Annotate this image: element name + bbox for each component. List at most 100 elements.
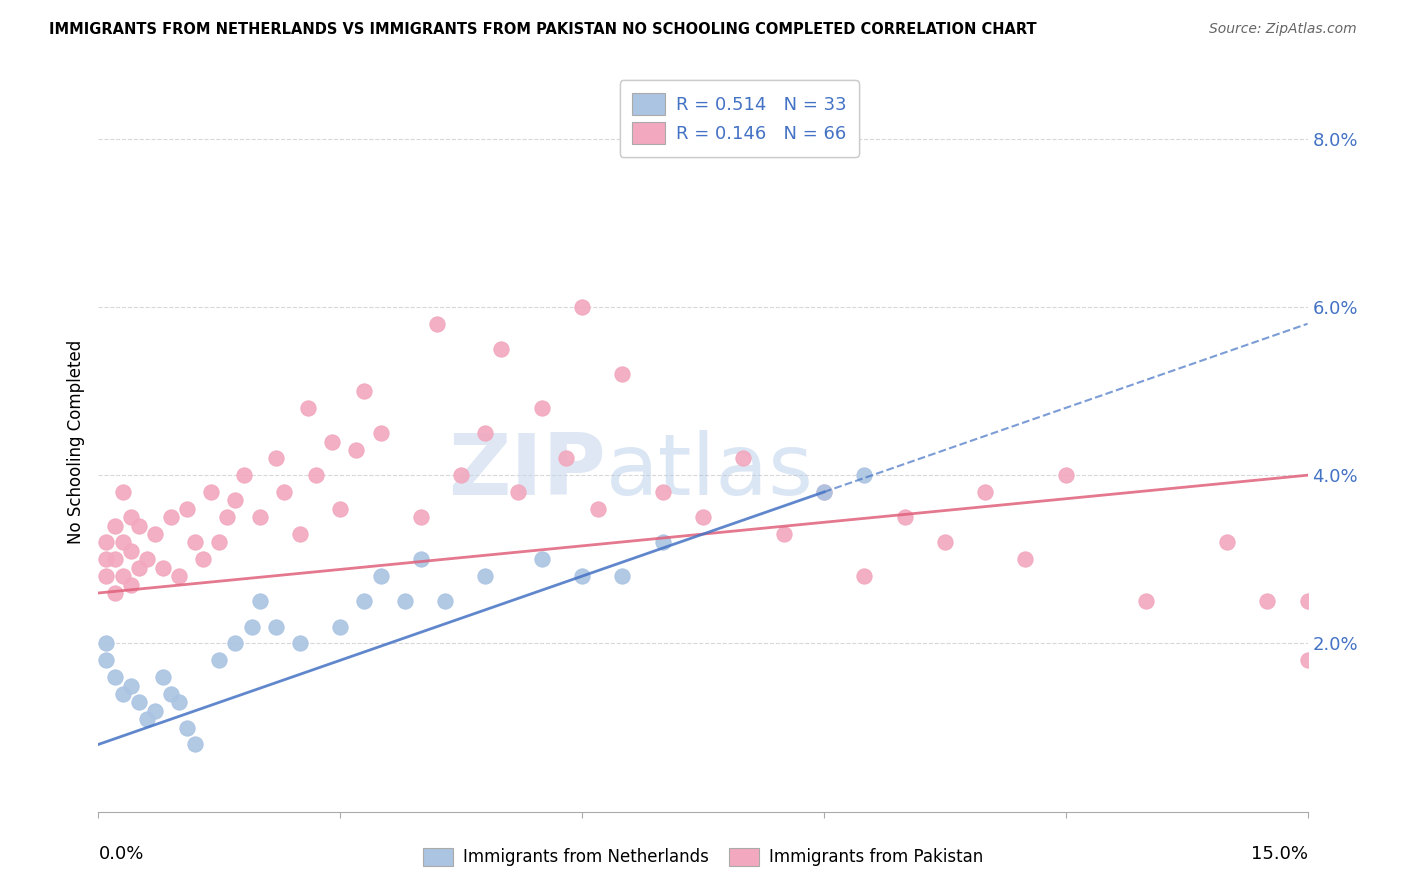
Point (733, 451, 755, 466)
Point (143, 704, 166, 718)
Point (893, 510, 915, 524)
Point (120, 577, 142, 591)
Point (450, 468, 472, 483)
Point (934, 535, 956, 549)
Point (135, 552, 157, 566)
Point (612, 368, 634, 382)
Point (772, 527, 794, 541)
Point (103, 518, 125, 533)
Point (224, 636, 246, 650)
Point (297, 401, 319, 415)
Point (160, 687, 183, 701)
Point (530, 552, 553, 566)
Point (120, 510, 142, 524)
Point (96, 535, 118, 549)
Point (249, 594, 271, 608)
Point (103, 552, 125, 566)
Text: ZIP: ZIP (449, 430, 606, 513)
Point (176, 721, 198, 735)
Point (273, 485, 295, 500)
Point (167, 569, 190, 583)
Point (1014, 552, 1036, 566)
Point (111, 569, 134, 583)
Point (305, 468, 328, 483)
Point (555, 451, 578, 466)
Point (103, 670, 125, 684)
Point (152, 560, 174, 574)
Text: IMMIGRANTS FROM NETHERLANDS VS IMMIGRANTS FROM PAKISTAN NO SCHOOLING COMPLETED C: IMMIGRANTS FROM NETHERLANDS VS IMMIGRANT… (49, 22, 1036, 37)
Point (651, 535, 673, 549)
Point (506, 485, 529, 500)
Point (586, 501, 609, 516)
Point (240, 619, 263, 633)
Point (434, 594, 457, 608)
Point (813, 485, 835, 500)
Point (264, 451, 287, 466)
Point (474, 569, 496, 583)
Point (264, 619, 287, 633)
Point (96, 552, 118, 566)
Point (394, 594, 416, 608)
Point (692, 510, 714, 524)
Point (353, 594, 375, 608)
Point (193, 552, 215, 566)
Point (651, 485, 673, 500)
Text: atlas: atlas (606, 430, 814, 513)
Point (249, 510, 271, 524)
Legend: Immigrants from Netherlands, Immigrants from Pakistan: Immigrants from Netherlands, Immigrants … (415, 839, 991, 875)
Point (128, 695, 150, 709)
Point (103, 586, 125, 600)
Text: 0.0%: 0.0% (98, 845, 143, 863)
Point (329, 501, 352, 516)
Point (370, 569, 392, 583)
Point (491, 342, 513, 356)
Point (1256, 594, 1278, 608)
Point (160, 510, 183, 524)
Point (1054, 468, 1077, 483)
Point (120, 679, 142, 693)
Point (571, 569, 593, 583)
Point (813, 485, 835, 500)
Point (176, 501, 198, 516)
Point (111, 535, 134, 549)
Point (344, 442, 367, 457)
Point (1135, 594, 1157, 608)
Y-axis label: No Schooling Completed: No Schooling Completed (66, 340, 84, 543)
Text: Source: ZipAtlas.com: Source: ZipAtlas.com (1209, 22, 1357, 37)
Point (426, 317, 449, 331)
Point (96, 653, 118, 667)
Point (111, 687, 134, 701)
Point (217, 510, 239, 524)
Point (224, 493, 246, 508)
Point (96, 569, 118, 583)
Point (571, 300, 593, 314)
Point (120, 544, 142, 558)
Point (208, 535, 231, 549)
Point (208, 653, 231, 667)
Point (474, 426, 496, 441)
Point (329, 619, 352, 633)
Point (128, 560, 150, 574)
Point (1296, 653, 1319, 667)
Point (288, 527, 311, 541)
Point (96, 636, 118, 650)
Point (321, 434, 343, 449)
Point (409, 552, 432, 566)
Point (143, 527, 166, 541)
Point (111, 485, 134, 500)
Point (409, 510, 432, 524)
Point (232, 468, 254, 483)
Point (353, 384, 375, 398)
Point (184, 535, 207, 549)
Point (974, 485, 997, 500)
Point (612, 569, 634, 583)
Point (853, 569, 876, 583)
Point (135, 712, 157, 726)
Point (530, 401, 553, 415)
Point (200, 485, 222, 500)
Point (184, 738, 207, 752)
Point (128, 518, 150, 533)
Point (288, 636, 311, 650)
Point (1296, 594, 1319, 608)
Point (370, 426, 392, 441)
